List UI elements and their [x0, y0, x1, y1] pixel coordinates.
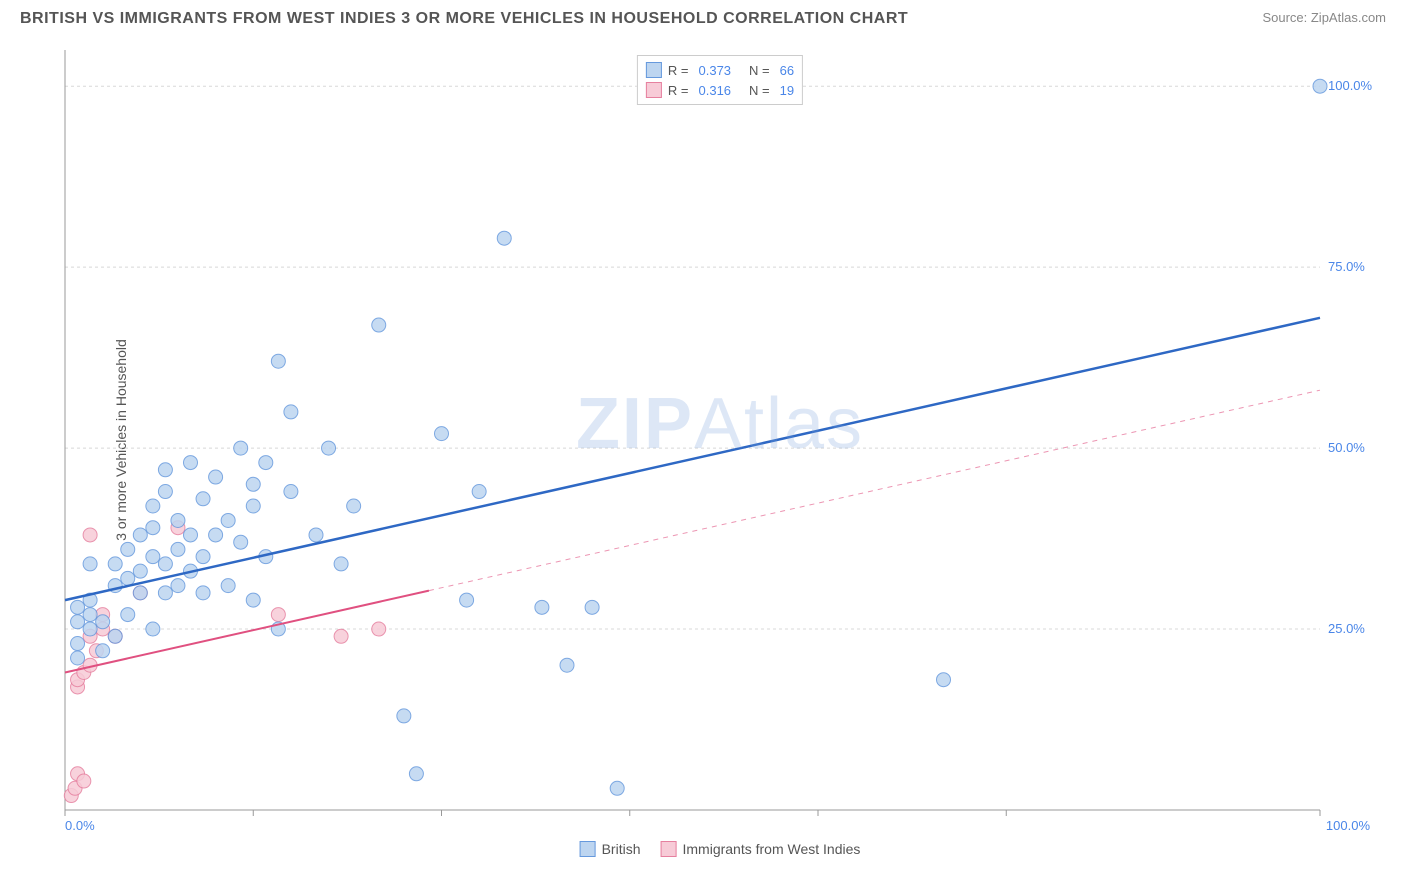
source-label: Source: ZipAtlas.com: [1262, 10, 1386, 25]
r-value-immigrants: 0.316: [698, 83, 731, 98]
legend-item-immigrants: Immigrants from West Indies: [661, 841, 861, 857]
svg-text:50.0%: 50.0%: [1328, 440, 1365, 455]
legend-label: Immigrants from West Indies: [683, 841, 861, 857]
svg-text:0.0%: 0.0%: [65, 818, 95, 833]
legend-swatch-immigrants: [646, 82, 662, 98]
chart-title: BRITISH VS IMMIGRANTS FROM WEST INDIES 3…: [20, 10, 908, 28]
series-legend: British Immigrants from West Indies: [580, 841, 861, 857]
svg-text:75.0%: 75.0%: [1328, 259, 1365, 274]
legend-row-immigrants: R = 0.316 N = 19: [646, 80, 794, 100]
legend-swatch-immigrants: [661, 841, 677, 857]
scatter-plot: 25.0% 50.0% 75.0% 100.0% 0.0% 100.0%: [60, 45, 1380, 835]
svg-text:100.0%: 100.0%: [1328, 78, 1373, 93]
n-value-british: 66: [780, 63, 794, 78]
n-value-immigrants: 19: [780, 83, 794, 98]
legend-item-british: British: [580, 841, 641, 857]
r-label: R =: [668, 83, 689, 98]
n-label: N =: [749, 83, 770, 98]
legend-row-british: R = 0.373 N = 66: [646, 60, 794, 80]
legend-swatch-british: [646, 62, 662, 78]
r-value-british: 0.373: [698, 63, 731, 78]
chart-container: 3 or more Vehicles in Household R = 0.37…: [60, 45, 1380, 835]
r-label: R =: [668, 63, 689, 78]
correlation-legend: R = 0.373 N = 66 R = 0.316 N = 19: [637, 55, 803, 105]
legend-label: British: [602, 841, 641, 857]
legend-swatch-british: [580, 841, 596, 857]
n-label: N =: [749, 63, 770, 78]
svg-text:25.0%: 25.0%: [1328, 621, 1365, 636]
svg-text:100.0%: 100.0%: [1326, 818, 1371, 833]
